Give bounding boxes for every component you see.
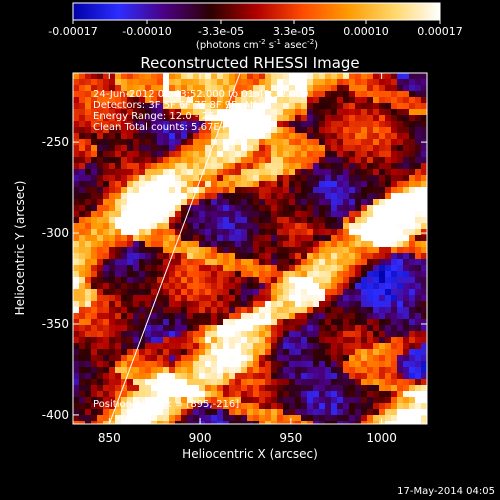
peak-position-label: Position of Peak = [895,-216] [93,399,239,410]
y-tick-label: -350 [42,317,69,331]
chart-title: Reconstructed RHESSI Image [140,54,359,72]
y-tick-label: -400 [42,408,69,422]
y-axis-label: Heliocentric Y (arcsec) [13,181,27,316]
y-axis: -250 -300 -350 -400 [42,135,427,422]
info-detectors: Detectors: 3F 5F 6F 7F 8F 9F, Att 0 [93,100,267,111]
y-tick-label: -300 [42,226,69,240]
colorbar-tick-label: -0.00017 [48,25,97,38]
info-clean-counts: Clean Total counts: 5.67E+03 [93,122,241,133]
colorbar-tick-label: -3.3e-05 [198,25,244,38]
footer-timestamp: 17-May-2014 04:05 [397,486,495,497]
observation-info: 24-Jun-2012 01:43:52.000 to 01:49:32.000… [93,89,309,133]
x-tick-label: 900 [189,431,212,445]
x-axis: 850 900 950 1000 [98,73,397,445]
colorbar-tick-label: -0.00010 [122,25,171,38]
y-tick-label: -250 [42,135,69,149]
colorbar-tick-label: 0.00017 [417,25,463,38]
heatmap [73,73,427,424]
plot-frame [72,72,428,425]
solar-limb-line [108,73,241,424]
info-energy-range: Energy Range: 12.0 - 25.0 keV [93,111,246,122]
x-tick-label: 950 [279,431,302,445]
colorbar-ticks [72,20,441,24]
info-time-range: 24-Jun-2012 01:43:52.000 to 01:49:32.000 [93,89,309,100]
colorbar-tick-labels: -0.00017 -0.00010 -3.3e-05 3.3e-05 0.000… [48,25,462,38]
colorbar-tick-label: 0.00010 [343,25,389,38]
x-axis-label: Heliocentric X (arcsec) [182,447,318,461]
colorbar-tick-label: 3.3e-05 [273,25,315,38]
colorbar [72,2,441,21]
x-tick-label: 850 [98,431,121,445]
colorbar-units: (photons cm-2 s-1 asec-2) [196,38,318,51]
x-tick-label: 1000 [366,431,397,445]
